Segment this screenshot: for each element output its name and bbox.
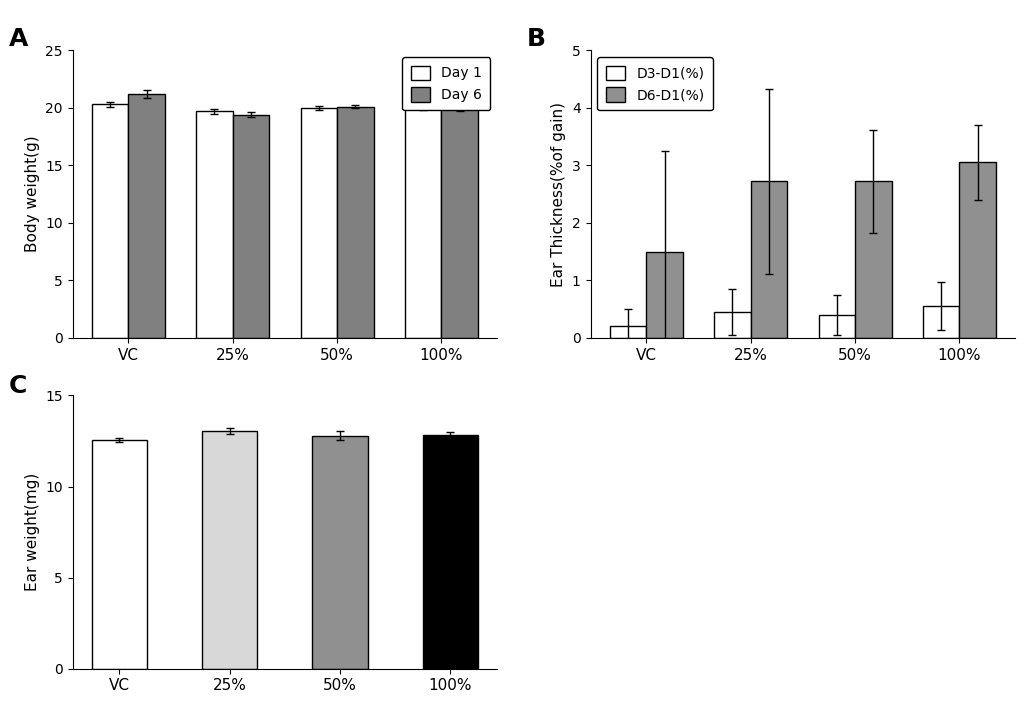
Bar	[233, 115, 269, 338]
Y-axis label: Ear weight(mg): Ear weight(mg)	[25, 473, 39, 591]
Bar	[610, 326, 646, 338]
Bar	[714, 312, 751, 338]
Bar	[646, 252, 683, 338]
Text: B: B	[527, 27, 546, 51]
Bar	[337, 106, 374, 338]
Bar	[92, 440, 147, 669]
Bar	[202, 431, 257, 669]
Text: C: C	[9, 374, 27, 398]
Bar	[92, 104, 128, 338]
Bar	[818, 315, 855, 338]
Bar	[751, 181, 787, 338]
Bar	[300, 108, 337, 338]
Text: A: A	[9, 27, 28, 51]
Legend: D3-D1(%), D6-D1(%): D3-D1(%), D6-D1(%)	[598, 58, 713, 111]
Bar	[423, 434, 478, 669]
Bar	[196, 111, 233, 338]
Bar	[441, 109, 478, 338]
Legend: Day 1, Day 6: Day 1, Day 6	[402, 58, 490, 111]
Bar	[313, 436, 368, 669]
Bar	[855, 181, 892, 338]
Bar	[128, 94, 165, 338]
Y-axis label: Ear Thickness(%of gain): Ear Thickness(%of gain)	[551, 101, 567, 287]
Bar	[405, 108, 441, 338]
Bar	[959, 162, 996, 338]
Bar	[923, 306, 959, 338]
Y-axis label: Body weight(g): Body weight(g)	[25, 136, 39, 252]
